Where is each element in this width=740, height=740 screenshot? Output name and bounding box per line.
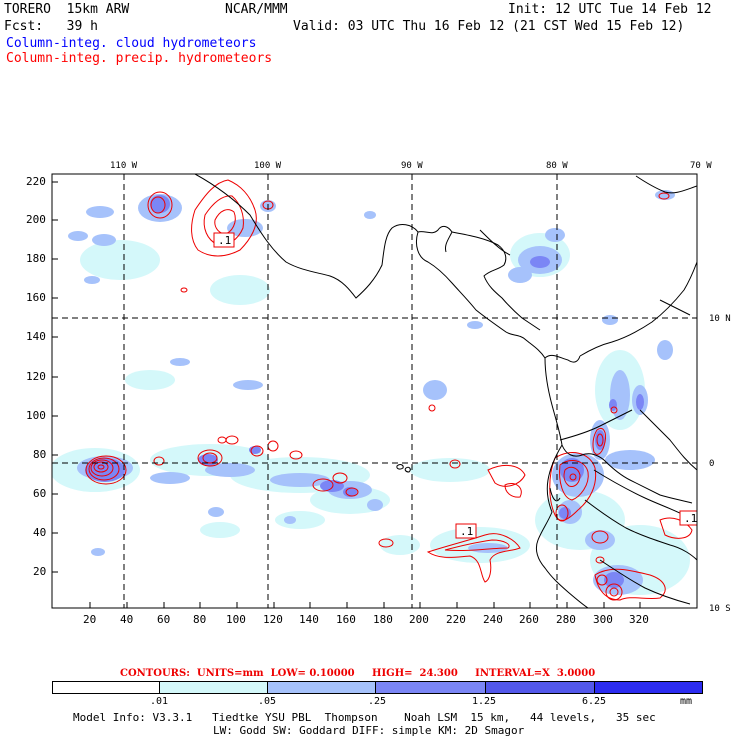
x-label-20: 20 xyxy=(83,613,97,626)
x-label-180: 180 xyxy=(373,613,393,626)
colorbar-bin-6 xyxy=(594,681,703,694)
y-label-40: 40 xyxy=(33,526,47,539)
x-label-120: 120 xyxy=(263,613,283,626)
colorbar-tick-05: .05 xyxy=(258,696,277,707)
x-label-220: 220 xyxy=(446,613,466,626)
cloud-medium-areas xyxy=(68,190,675,595)
model-title: TORERO 15km ARW xyxy=(4,2,130,17)
field-cloud-label: Column-integ. cloud hydrometeors xyxy=(6,36,257,51)
y-label-140: 140 xyxy=(26,330,46,343)
y-label-200: 200 xyxy=(26,213,46,226)
x-label-300: 300 xyxy=(593,613,613,626)
colorbar-bin-2 xyxy=(159,681,268,694)
colorbar-tick-625: 6.25 xyxy=(582,696,607,707)
map-frame xyxy=(51,173,698,609)
contours-info: CONTOURS: UNITS=mm LOW= 0.10000 HIGH= 24… xyxy=(120,668,596,679)
valid-time: Valid: 03 UTC Thu 16 Feb 12 (21 CST Wed … xyxy=(293,19,685,34)
y-label-160: 160 xyxy=(26,291,46,304)
tick-marks xyxy=(52,181,641,608)
x-label-160: 160 xyxy=(336,613,356,626)
grid-dashed-lines xyxy=(52,174,697,608)
y-label-120: 120 xyxy=(26,370,46,383)
x-label-40: 40 xyxy=(120,613,134,626)
lon-label-100w: 100 W xyxy=(254,161,282,171)
x-label-280: 280 xyxy=(556,613,576,626)
colorbar-tick-125: 1.25 xyxy=(472,696,497,707)
y-label-60: 60 xyxy=(33,487,47,500)
colorbar-tick-25: .25 xyxy=(368,696,387,707)
contour-label-3: .1 xyxy=(684,512,698,525)
lon-label-110w: 110 W xyxy=(110,161,138,171)
colorbar-unit: mm xyxy=(680,696,693,707)
coastlines xyxy=(194,174,697,608)
y-label-80: 80 xyxy=(33,448,47,461)
init-time: Init: 12 UTC Tue 14 Feb 12 xyxy=(508,2,712,17)
x-label-240: 240 xyxy=(483,613,503,626)
lon-label-70w: 70 W xyxy=(690,161,712,171)
x-label-260: 260 xyxy=(519,613,539,626)
y-label-220: 220 xyxy=(26,175,46,188)
lat-label-0: 0 xyxy=(709,459,715,469)
precip-contours xyxy=(85,179,693,601)
y-label-100: 100 xyxy=(26,409,46,422)
colorbar-tick-01: .01 xyxy=(150,696,169,707)
lat-label-10s: 10 S xyxy=(709,604,731,614)
lon-label-80w: 80 W xyxy=(546,161,568,171)
lat-label-10n: 10 N xyxy=(709,314,731,324)
colorbar-bin-1 xyxy=(52,681,160,694)
contour-label-2: .1 xyxy=(460,525,474,538)
field-precip-label: Column-integ. precip. hydrometeors xyxy=(6,51,273,66)
colorbar-bin-4 xyxy=(375,681,486,694)
forecast-hour: Fcst: 39 h xyxy=(4,19,98,34)
x-label-60: 60 xyxy=(157,613,171,626)
center-name: NCAR/MMM xyxy=(225,2,288,17)
x-label-80: 80 xyxy=(193,613,207,626)
colorbar-bin-5 xyxy=(485,681,595,694)
colorbar xyxy=(52,681,703,694)
x-label-320: 320 xyxy=(629,613,649,626)
model-info-line2: LW: Godd SW: Goddard DIFF: simple KM: 2D… xyxy=(213,724,525,737)
x-label-140: 140 xyxy=(299,613,319,626)
y-label-180: 180 xyxy=(26,252,46,265)
y-label-20: 20 xyxy=(33,565,47,578)
x-label-100: 100 xyxy=(226,613,246,626)
contour-label-boxes xyxy=(213,232,697,539)
lon-label-90w: 90 W xyxy=(401,161,423,171)
model-info-line1: Model Info: V3.3.1 Tiedtke YSU PBL Thomp… xyxy=(73,711,656,724)
contour-label-1: .1 xyxy=(218,234,232,247)
colorbar-bin-3 xyxy=(267,681,376,694)
x-label-200: 200 xyxy=(409,613,429,626)
